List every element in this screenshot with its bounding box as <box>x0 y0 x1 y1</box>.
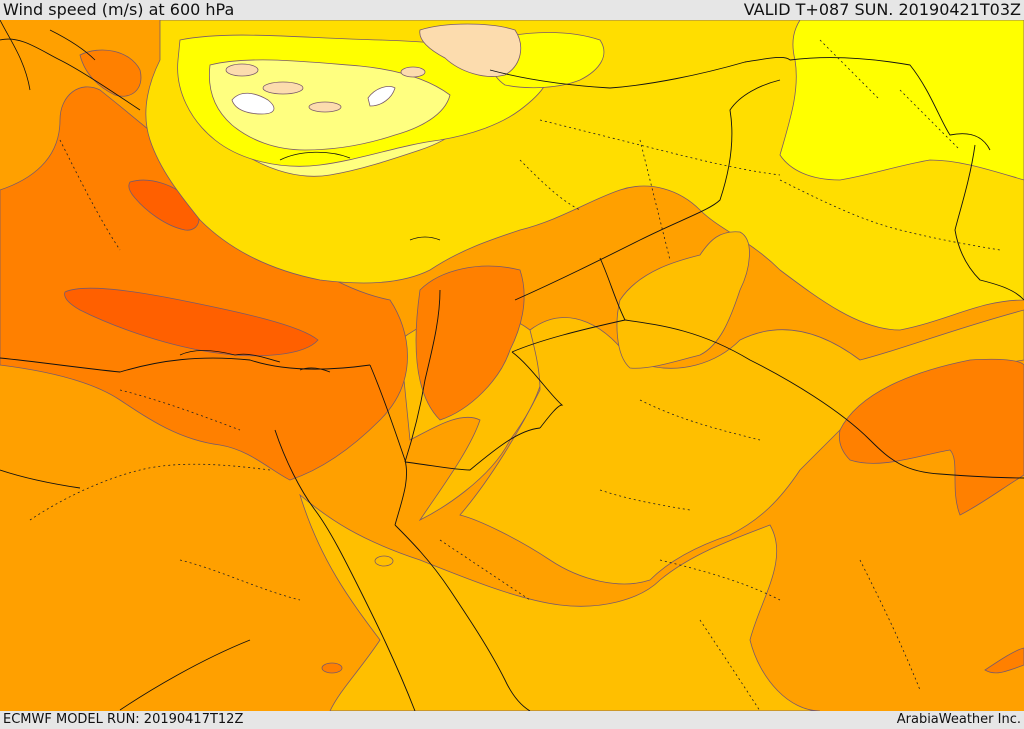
coastal-islands <box>0 20 441 373</box>
field-title: Wind speed (m/s) at 600 hPa <box>3 0 235 19</box>
amber-east-interior <box>616 231 750 369</box>
dark-orange-levant <box>415 265 525 421</box>
wind-speed-field <box>0 20 1024 711</box>
red-orange-core-west <box>64 287 319 357</box>
amber-region-south <box>299 493 821 711</box>
map-footer-bar: ECMWF MODEL RUN: 20190417T12Z ArabiaWeat… <box>0 711 1024 729</box>
red-orange-core-nw <box>128 179 200 231</box>
peach-blob-small-2 <box>262 81 304 95</box>
valid-time-label: VALID T+087 SUN. 20190421T03Z <box>743 0 1021 19</box>
peach-blob-small-1 <box>225 63 259 77</box>
model-run-label: ECMWF MODEL RUN: 20190417T12Z <box>3 712 244 727</box>
peach-blob-small-3 <box>308 101 342 113</box>
admin-boundaries <box>29 39 1001 711</box>
white-blob-2 <box>367 86 396 107</box>
peach-blob-north <box>419 23 522 77</box>
amber-region-central <box>459 309 1024 585</box>
yellow-region-northeast <box>779 20 1024 181</box>
dark-orange-se-patch <box>984 647 1024 674</box>
white-blob-1 <box>231 92 275 115</box>
map-header-bar: Wind speed (m/s) at 600 hPa VALID T+087 … <box>0 0 1024 20</box>
country-borders <box>0 38 1024 711</box>
peach-blob-small-4 <box>400 66 426 78</box>
credit-label: ArabiaWeather Inc. <box>896 712 1021 727</box>
weather-map[interactable] <box>0 20 1024 711</box>
dark-orange-west-band <box>0 86 408 481</box>
dark-orange-small-blob-2 <box>321 662 343 674</box>
dark-orange-small-blob <box>374 555 394 567</box>
